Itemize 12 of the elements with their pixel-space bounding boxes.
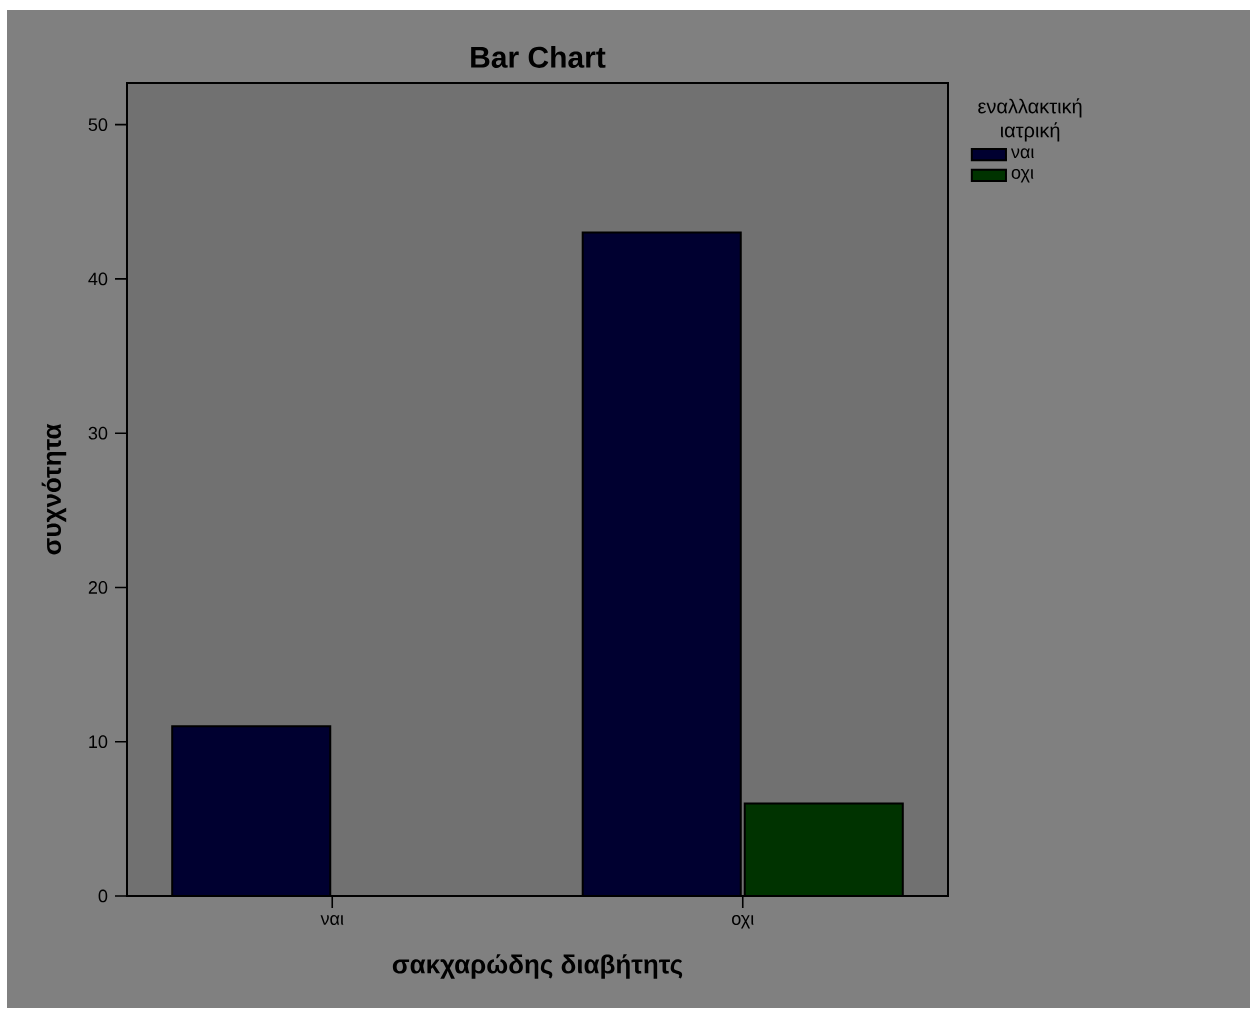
y-tick-label: 40 <box>88 272 108 286</box>
x-axis-title: σακχαρώδης διαβήτητς <box>392 954 683 979</box>
legend-title: εναλλακτική ιατρική <box>978 98 1082 142</box>
legend-label: ναι <box>1010 148 1034 159</box>
y-tick-label: 0 <box>98 889 108 903</box>
legend-label: οχι <box>1011 169 1034 183</box>
y-axis-title: συχνότητα <box>41 423 67 555</box>
y-tick-label: 30 <box>88 426 108 440</box>
y-tick-label: 50 <box>88 118 108 132</box>
chart-title: Bar Chart <box>471 45 606 68</box>
y-tick-label: 10 <box>89 735 108 749</box>
y-tick-label: 20 <box>88 581 108 594</box>
